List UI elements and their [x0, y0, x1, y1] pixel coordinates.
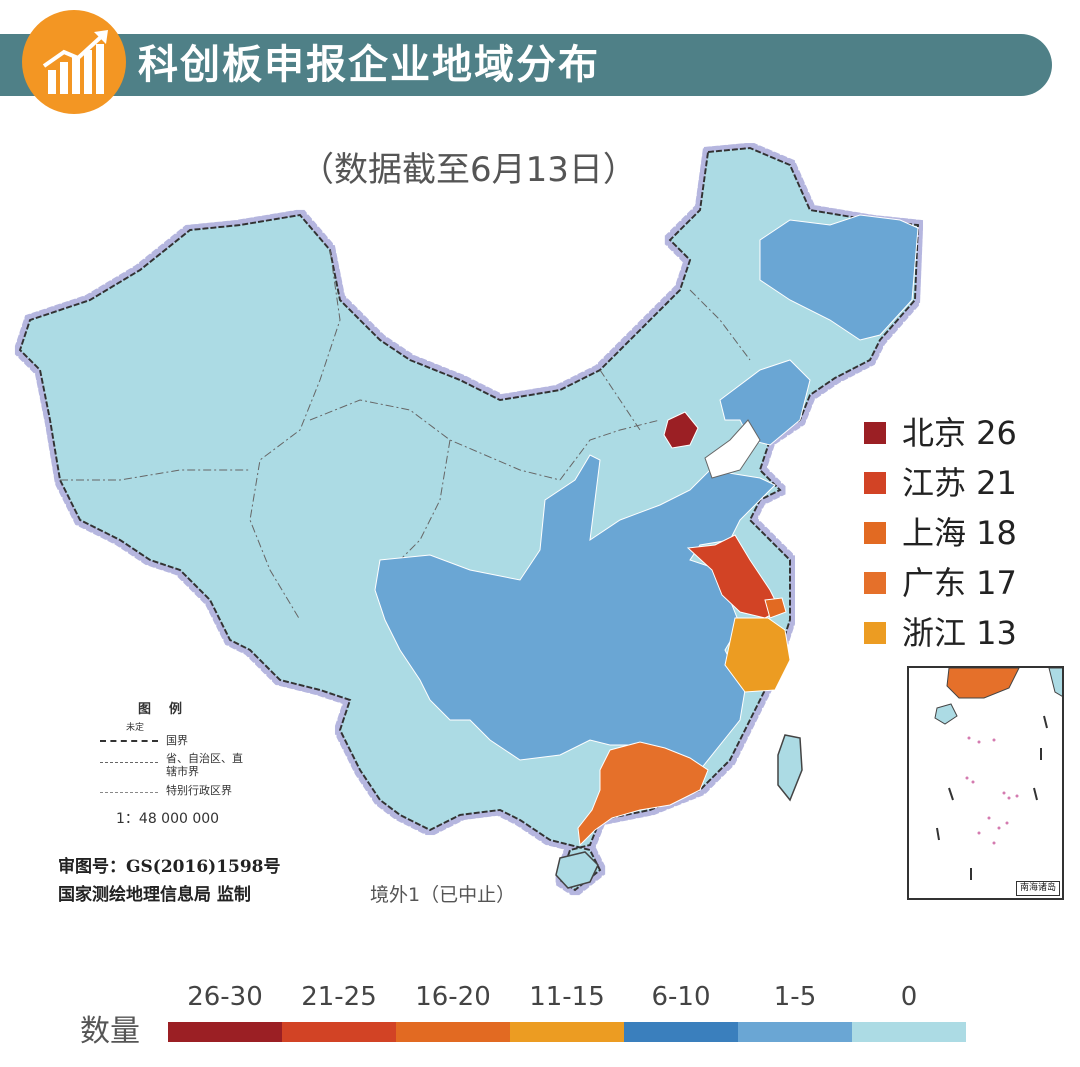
review-number: 审图号：GS(2016)1598号 — [58, 857, 281, 877]
surveyor-note: 国家测绘地理信息局 监制 — [58, 885, 251, 905]
bohai-sea — [704, 419, 761, 479]
rank-label: 广东 17 — [902, 564, 1017, 602]
scale-bin-label: 1-5 — [773, 982, 817, 1012]
map-scale: 1：48 000 000 — [116, 811, 220, 827]
inset-map — [934, 668, 1062, 880]
provincial-border-symbol — [100, 762, 158, 763]
provincial-border-label: 省、自治区、直辖市界 — [166, 752, 243, 778]
scale-bin-swatch — [624, 1022, 738, 1042]
region-guangdong — [577, 741, 709, 847]
rank-label: 浙江 13 — [902, 614, 1017, 652]
map-legend-title: 图例 — [138, 702, 201, 717]
rank-label: 北京 26 — [902, 414, 1017, 452]
header-banner: 科创板申报企业地域分布 — [0, 34, 1052, 96]
national-border-symbol — [100, 740, 158, 742]
scale-bin-label: 16-20 — [415, 982, 491, 1012]
color-scale-bar — [168, 1022, 966, 1042]
color-swatch — [864, 572, 886, 594]
scale-bin-swatch — [282, 1022, 396, 1042]
rank-label: 江苏 21 — [902, 464, 1017, 502]
province-ranking: 北京 26 江苏 21 上海 18 广东 17 浙江 13 — [864, 408, 1064, 658]
color-swatch — [864, 422, 886, 444]
scale-bin-swatch — [396, 1022, 510, 1042]
region-1-5-northeast — [759, 214, 919, 341]
rank-item: 上海 18 — [864, 508, 1064, 558]
scale-bin-label: 0 — [900, 982, 918, 1012]
undetermined-label: 未定 — [126, 723, 145, 733]
sar-border-label: 特别行政区界 — [166, 784, 232, 797]
region-beijing — [663, 411, 699, 449]
rank-label: 上海 18 — [902, 514, 1017, 552]
scale-bin-swatch — [168, 1022, 282, 1042]
region-shanghai — [764, 597, 787, 619]
color-scale-title: 数量 — [80, 1014, 140, 1049]
region-taiwan — [777, 734, 803, 802]
scale-bin-swatch — [852, 1022, 966, 1042]
color-scale-labels: 26-30 21-25 16-20 11-15 6-10 1-5 0 — [168, 980, 966, 1014]
overseas-note: 境外1（已中止） — [370, 884, 516, 906]
page-title: 科创板申报企业地域分布 — [138, 42, 600, 88]
region-1-5-liaoning — [719, 359, 811, 446]
scale-bin-swatch — [738, 1022, 852, 1042]
scale-bin-label: 26-30 — [187, 982, 263, 1012]
region-hainan — [555, 851, 599, 889]
scale-bin-label: 21-25 — [301, 982, 377, 1012]
logo-badge — [22, 10, 126, 114]
scale-bin-swatch — [510, 1022, 624, 1042]
rank-item: 浙江 13 — [864, 608, 1064, 658]
national-border-label: 国界 — [166, 734, 188, 747]
inset-caption: 南海诸岛 — [1015, 881, 1060, 896]
rank-item: 江苏 21 — [864, 458, 1064, 508]
color-swatch — [864, 522, 886, 544]
scale-bin-label: 11-15 — [529, 982, 605, 1012]
color-swatch — [864, 472, 886, 494]
sar-border-symbol — [100, 792, 158, 793]
region-zhejiang — [724, 617, 791, 693]
color-swatch — [864, 622, 886, 644]
rank-item: 广东 17 — [864, 558, 1064, 608]
rank-item: 北京 26 — [864, 408, 1064, 458]
south-china-sea-inset: 南海诸岛 — [907, 666, 1064, 900]
date-note: （数据截至6月13日） — [300, 150, 637, 190]
scale-bin-label: 6-10 — [651, 982, 711, 1012]
province-borders — [60, 249, 751, 621]
rising-bar-chart-icon — [42, 30, 108, 94]
